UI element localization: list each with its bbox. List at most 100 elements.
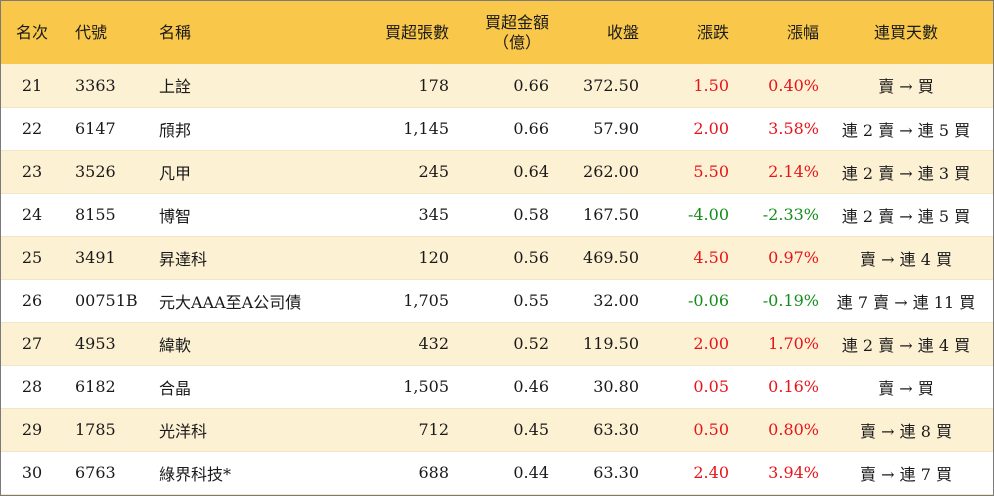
cell-days: 賣 → 買 [819, 64, 993, 108]
cell-rank: 24 [1, 193, 63, 237]
cell-close: 30.80 [549, 365, 639, 409]
cell-change: -0.06 [639, 279, 729, 323]
header-days[interactable]: 連買天數 [873, 22, 938, 42]
cell-pct: 0.80% [729, 408, 819, 452]
header-volume[interactable]: 買超張數 [384, 22, 449, 42]
cell-name: 緯軟 [159, 322, 349, 366]
header-name[interactable]: 名稱 [159, 22, 192, 42]
table-body: 21 3363 上詮 178 0.66 372.50 1.50 0.40% 賣 → 買 22 614… [1, 64, 993, 495]
cell-name: 博智 [159, 193, 349, 237]
cell-volume: 245 [349, 150, 449, 194]
table-row[interactable]: 23 3526 凡甲 245 0.64 262.00 5.50 2.14% 連 2 賣 → 連 … [1, 150, 993, 194]
cell-amount: 0.58 [449, 193, 549, 237]
cell-name: 凡甲 [159, 150, 349, 194]
cell-volume: 1,705 [349, 279, 449, 323]
table-row[interactable]: 29 1785 光洋科 712 0.45 63.30 0.50 0.80% 賣 → 連 8 買 [1, 408, 993, 452]
cell-days: 賣 → 連 7 買 [819, 451, 993, 495]
cell-pct: -0.19% [729, 279, 819, 323]
cell-change: 1.50 [639, 64, 729, 108]
cell-rank: 26 [1, 279, 63, 323]
cell-close: 262.00 [549, 150, 639, 194]
cell-days: 連 2 賣 → 連 5 買 [819, 193, 993, 237]
cell-rank: 29 [1, 408, 63, 452]
cell-days: 賣 → 買 [819, 365, 993, 409]
table-row[interactable]: 24 8155 博智 345 0.58 167.50 -4.00 -2.33% 連 2 賣 → … [1, 193, 993, 237]
cell-amount: 0.64 [449, 150, 549, 194]
cell-rank: 21 [1, 64, 63, 108]
cell-name: 合晶 [159, 365, 349, 409]
cell-amount: 0.66 [449, 107, 549, 151]
header-change[interactable]: 漲跌 [696, 22, 729, 42]
cell-code: 00751B [63, 279, 159, 323]
cell-code: 4953 [63, 322, 159, 366]
cell-change: 5.50 [639, 150, 729, 194]
header-amount-line1: 買超金額 [484, 12, 549, 32]
cell-days: 連 2 賣 → 連 4 買 [819, 322, 993, 366]
cell-rank: 22 [1, 107, 63, 151]
cell-rank: 28 [1, 365, 63, 409]
table-row[interactable]: 21 3363 上詮 178 0.66 372.50 1.50 0.40% 賣 → 買 [1, 64, 993, 108]
cell-volume: 432 [349, 322, 449, 366]
cell-pct: 3.94% [729, 451, 819, 495]
cell-close: 63.30 [549, 408, 639, 452]
cell-volume: 688 [349, 451, 449, 495]
cell-amount: 0.44 [449, 451, 549, 495]
cell-change: 2.00 [639, 322, 729, 366]
header-amount[interactable]: 買超金額 （億） [449, 1, 549, 64]
cell-volume: 1,145 [349, 107, 449, 151]
header-row: 名次 代號 名稱 買超張數 買超金額 （億） 收盤 漲跌 漲幅 連買天數 [1, 1, 993, 64]
cell-pct: 1.70% [729, 322, 819, 366]
table-row[interactable]: 27 4953 緯軟 432 0.52 119.50 2.00 1.70% 連 2 賣 → 連 … [1, 322, 993, 366]
cell-close: 469.50 [549, 236, 639, 280]
header-amount-label: 買超金額 （億） [485, 13, 549, 53]
cell-name: 上詮 [159, 64, 349, 108]
cell-pct: -2.33% [729, 193, 819, 237]
cell-close: 63.30 [549, 451, 639, 495]
cell-name: 元大AAA至A公司債 [159, 279, 349, 323]
cell-volume: 345 [349, 193, 449, 237]
header-pct[interactable]: 漲幅 [786, 22, 819, 42]
header-amount-line2: （億） [492, 32, 541, 52]
cell-amount: 0.45 [449, 408, 549, 452]
cell-pct: 2.14% [729, 150, 819, 194]
cell-days: 賣 → 連 8 買 [819, 408, 993, 452]
cell-rank: 27 [1, 322, 63, 366]
header-close[interactable]: 收盤 [606, 22, 639, 42]
cell-rank: 30 [1, 451, 63, 495]
cell-pct: 0.16% [729, 365, 819, 409]
cell-volume: 1,505 [349, 365, 449, 409]
cell-code: 6147 [63, 107, 159, 151]
cell-rank: 25 [1, 236, 63, 280]
cell-change: 0.50 [639, 408, 729, 452]
cell-code: 3526 [63, 150, 159, 194]
table-row[interactable]: 28 6182 合晶 1,505 0.46 30.80 0.05 0.16% 賣 → 買 [1, 365, 993, 409]
cell-name: 頎邦 [159, 107, 349, 151]
cell-pct: 0.97% [729, 236, 819, 280]
cell-days: 連 2 賣 → 連 5 買 [819, 107, 993, 151]
table-row[interactable]: 25 3491 昇達科 120 0.56 469.50 4.50 0.97% 賣 → 連 4 買 [1, 236, 993, 280]
header-rank[interactable]: 名次 [15, 22, 48, 42]
cell-days: 連 2 賣 → 連 3 買 [819, 150, 993, 194]
cell-name: 昇達科 [159, 236, 349, 280]
table-row[interactable]: 22 6147 頎邦 1,145 0.66 57.90 2.00 3.58% 連 2 賣 → 連… [1, 107, 993, 151]
cell-close: 32.00 [549, 279, 639, 323]
cell-code: 3363 [63, 64, 159, 108]
table-row[interactable]: 26 00751B 元大AAA至A公司債 1,705 0.55 32.00 -0.06 -0.… [1, 279, 993, 323]
cell-close: 57.90 [549, 107, 639, 151]
cell-code: 6763 [63, 451, 159, 495]
cell-close: 119.50 [549, 322, 639, 366]
cell-name: 光洋科 [159, 408, 349, 452]
cell-volume: 120 [349, 236, 449, 280]
cell-code: 3491 [63, 236, 159, 280]
cell-change: -4.00 [639, 193, 729, 237]
cell-change: 0.05 [639, 365, 729, 409]
cell-change: 4.50 [639, 236, 729, 280]
cell-amount: 0.66 [449, 64, 549, 108]
cell-change: 2.00 [639, 107, 729, 151]
cell-amount: 0.56 [449, 236, 549, 280]
table-row[interactable]: 30 6763 綠界科技* 688 0.44 63.30 2.40 3.94% 賣 → 連 7 … [1, 451, 993, 495]
cell-close: 372.50 [549, 64, 639, 108]
header-code[interactable]: 代號 [75, 22, 108, 42]
